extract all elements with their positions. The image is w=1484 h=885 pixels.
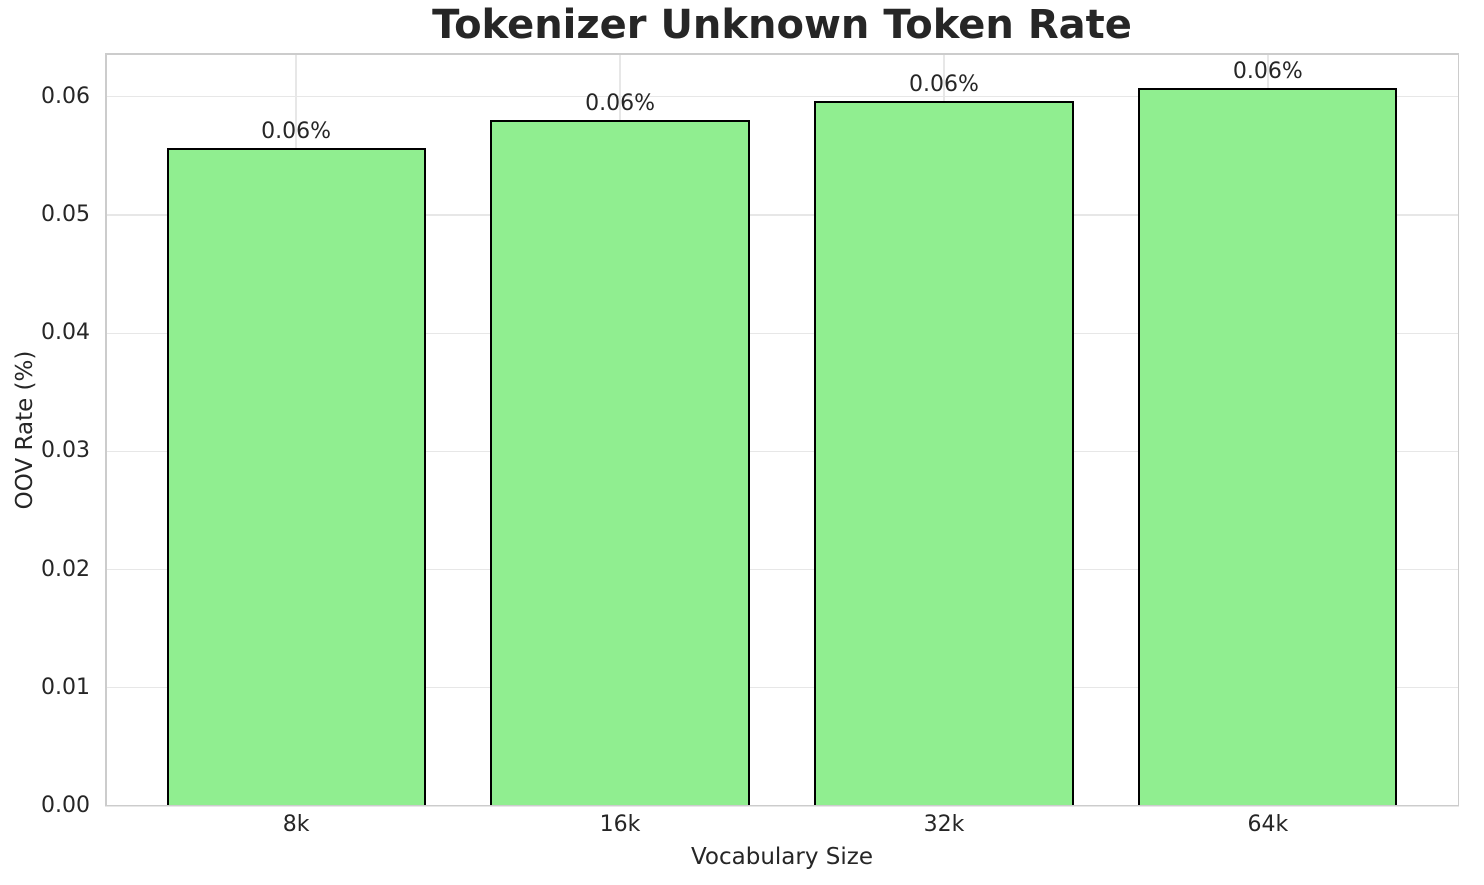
h-gridline <box>105 214 1459 216</box>
x-tick-label-8k: 8k <box>282 812 310 837</box>
right-spine <box>1457 53 1459 806</box>
x-tick-label-16k: 16k <box>599 812 641 837</box>
h-gridline <box>105 687 1459 689</box>
h-gridline <box>105 450 1459 453</box>
bar-value-label: 0.06% <box>909 72 979 98</box>
h-gridline <box>105 96 1459 98</box>
y-tick-label: 0.04 <box>41 320 90 346</box>
y-tick-label: 0.03 <box>41 438 90 464</box>
bar-32k <box>814 101 1074 806</box>
x-tick-label-32k: 32k <box>923 812 965 837</box>
h-gridline <box>105 332 1459 334</box>
x-axis-label: Vocabulary Size <box>690 844 873 870</box>
bar-64k <box>1138 88 1398 806</box>
bar-value-label: 0.06% <box>261 118 332 144</box>
top-spine <box>105 53 1459 55</box>
y-tick-label: 0.00 <box>41 793 90 818</box>
bar-16k <box>490 120 750 806</box>
chart-title: Tokenizer Unknown Token Rate <box>432 2 1132 48</box>
bar-value-label: 0.06% <box>585 91 655 117</box>
x-tick-label-64k: 64k <box>1247 812 1289 837</box>
bar-8k <box>166 147 426 806</box>
y-tick-label: 0.05 <box>41 201 90 227</box>
y-tick-label: 0.06 <box>41 83 90 109</box>
y-tick-label: 0.02 <box>41 556 90 582</box>
bar-value-label: 0.06% <box>1232 59 1303 85</box>
left-spine <box>105 53 107 806</box>
plot-area: 0.06% 0.06% 0.06% 0.06% <box>105 53 1459 807</box>
y-axis-label: OOV Rate (%) <box>12 350 38 510</box>
h-gridline <box>105 568 1459 571</box>
y-tick-label: 0.01 <box>41 674 90 700</box>
bottom-spine <box>105 804 1459 806</box>
